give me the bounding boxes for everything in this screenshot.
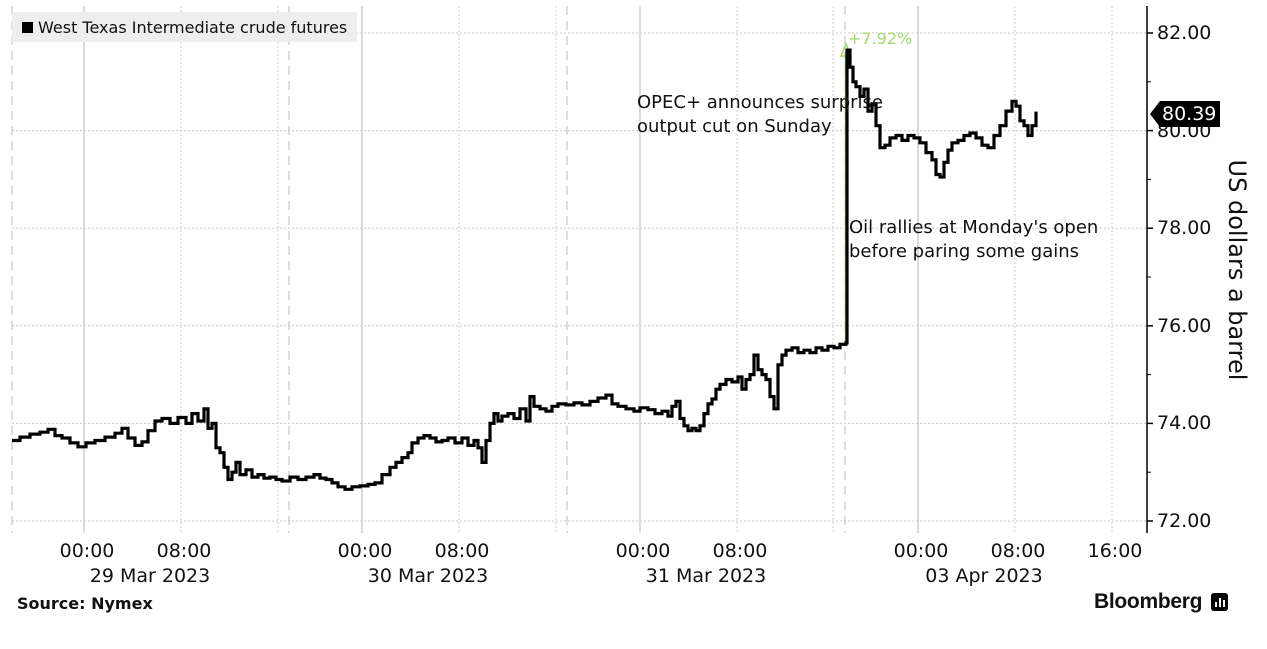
bloomberg-brand: Bloomberg (1094, 590, 1229, 614)
x-date-label: 31 Mar 2023 (645, 565, 767, 587)
bloomberg-logo-icon (1211, 593, 1229, 611)
jump-percent-label: +7.92% (848, 29, 913, 48)
legend-swatch-icon (22, 21, 33, 33)
wti-price-line (12, 48, 1038, 491)
x-tick-time: 00:00 (615, 540, 671, 562)
x-date-label: 03 Apr 2023 (925, 565, 1043, 587)
x-tick-time: 08:00 (712, 540, 768, 562)
x-tick-time: 08:00 (156, 540, 212, 562)
y-tick-74: 74.00 (1157, 412, 1212, 434)
x-tick-time: 00:00 (59, 540, 115, 562)
annotation-opec: OPEC+ announces surprise output cut on S… (637, 92, 883, 137)
y-tick-76: 76.00 (1157, 315, 1212, 337)
x-tick-time: 08:00 (990, 540, 1046, 562)
last-value-badge: 80.39 (1149, 101, 1221, 127)
x-tick-time: 16:00 (1087, 540, 1143, 562)
source-note: Source: Nymex (17, 594, 153, 613)
x-tick-time: 00:00 (337, 540, 393, 562)
x-date-label: 29 Mar 2023 (89, 565, 211, 587)
x-date-label: 30 Mar 2023 (367, 565, 489, 587)
y-tick-72: 72.00 (1157, 510, 1212, 532)
x-tick-time: 08:00 (434, 540, 490, 562)
legend: West Texas Intermediate crude futures (12, 12, 358, 42)
y-tick-82: 82.00 (1157, 22, 1212, 44)
x-tick-time: 00:00 (893, 540, 949, 562)
legend-label: West Texas Intermediate crude futures (38, 17, 348, 37)
grid-lines (11, 6, 1153, 533)
y-tick-78: 78.00 (1157, 217, 1212, 239)
annotation-rally: Oil rallies at Monday's open before pari… (849, 217, 1099, 262)
